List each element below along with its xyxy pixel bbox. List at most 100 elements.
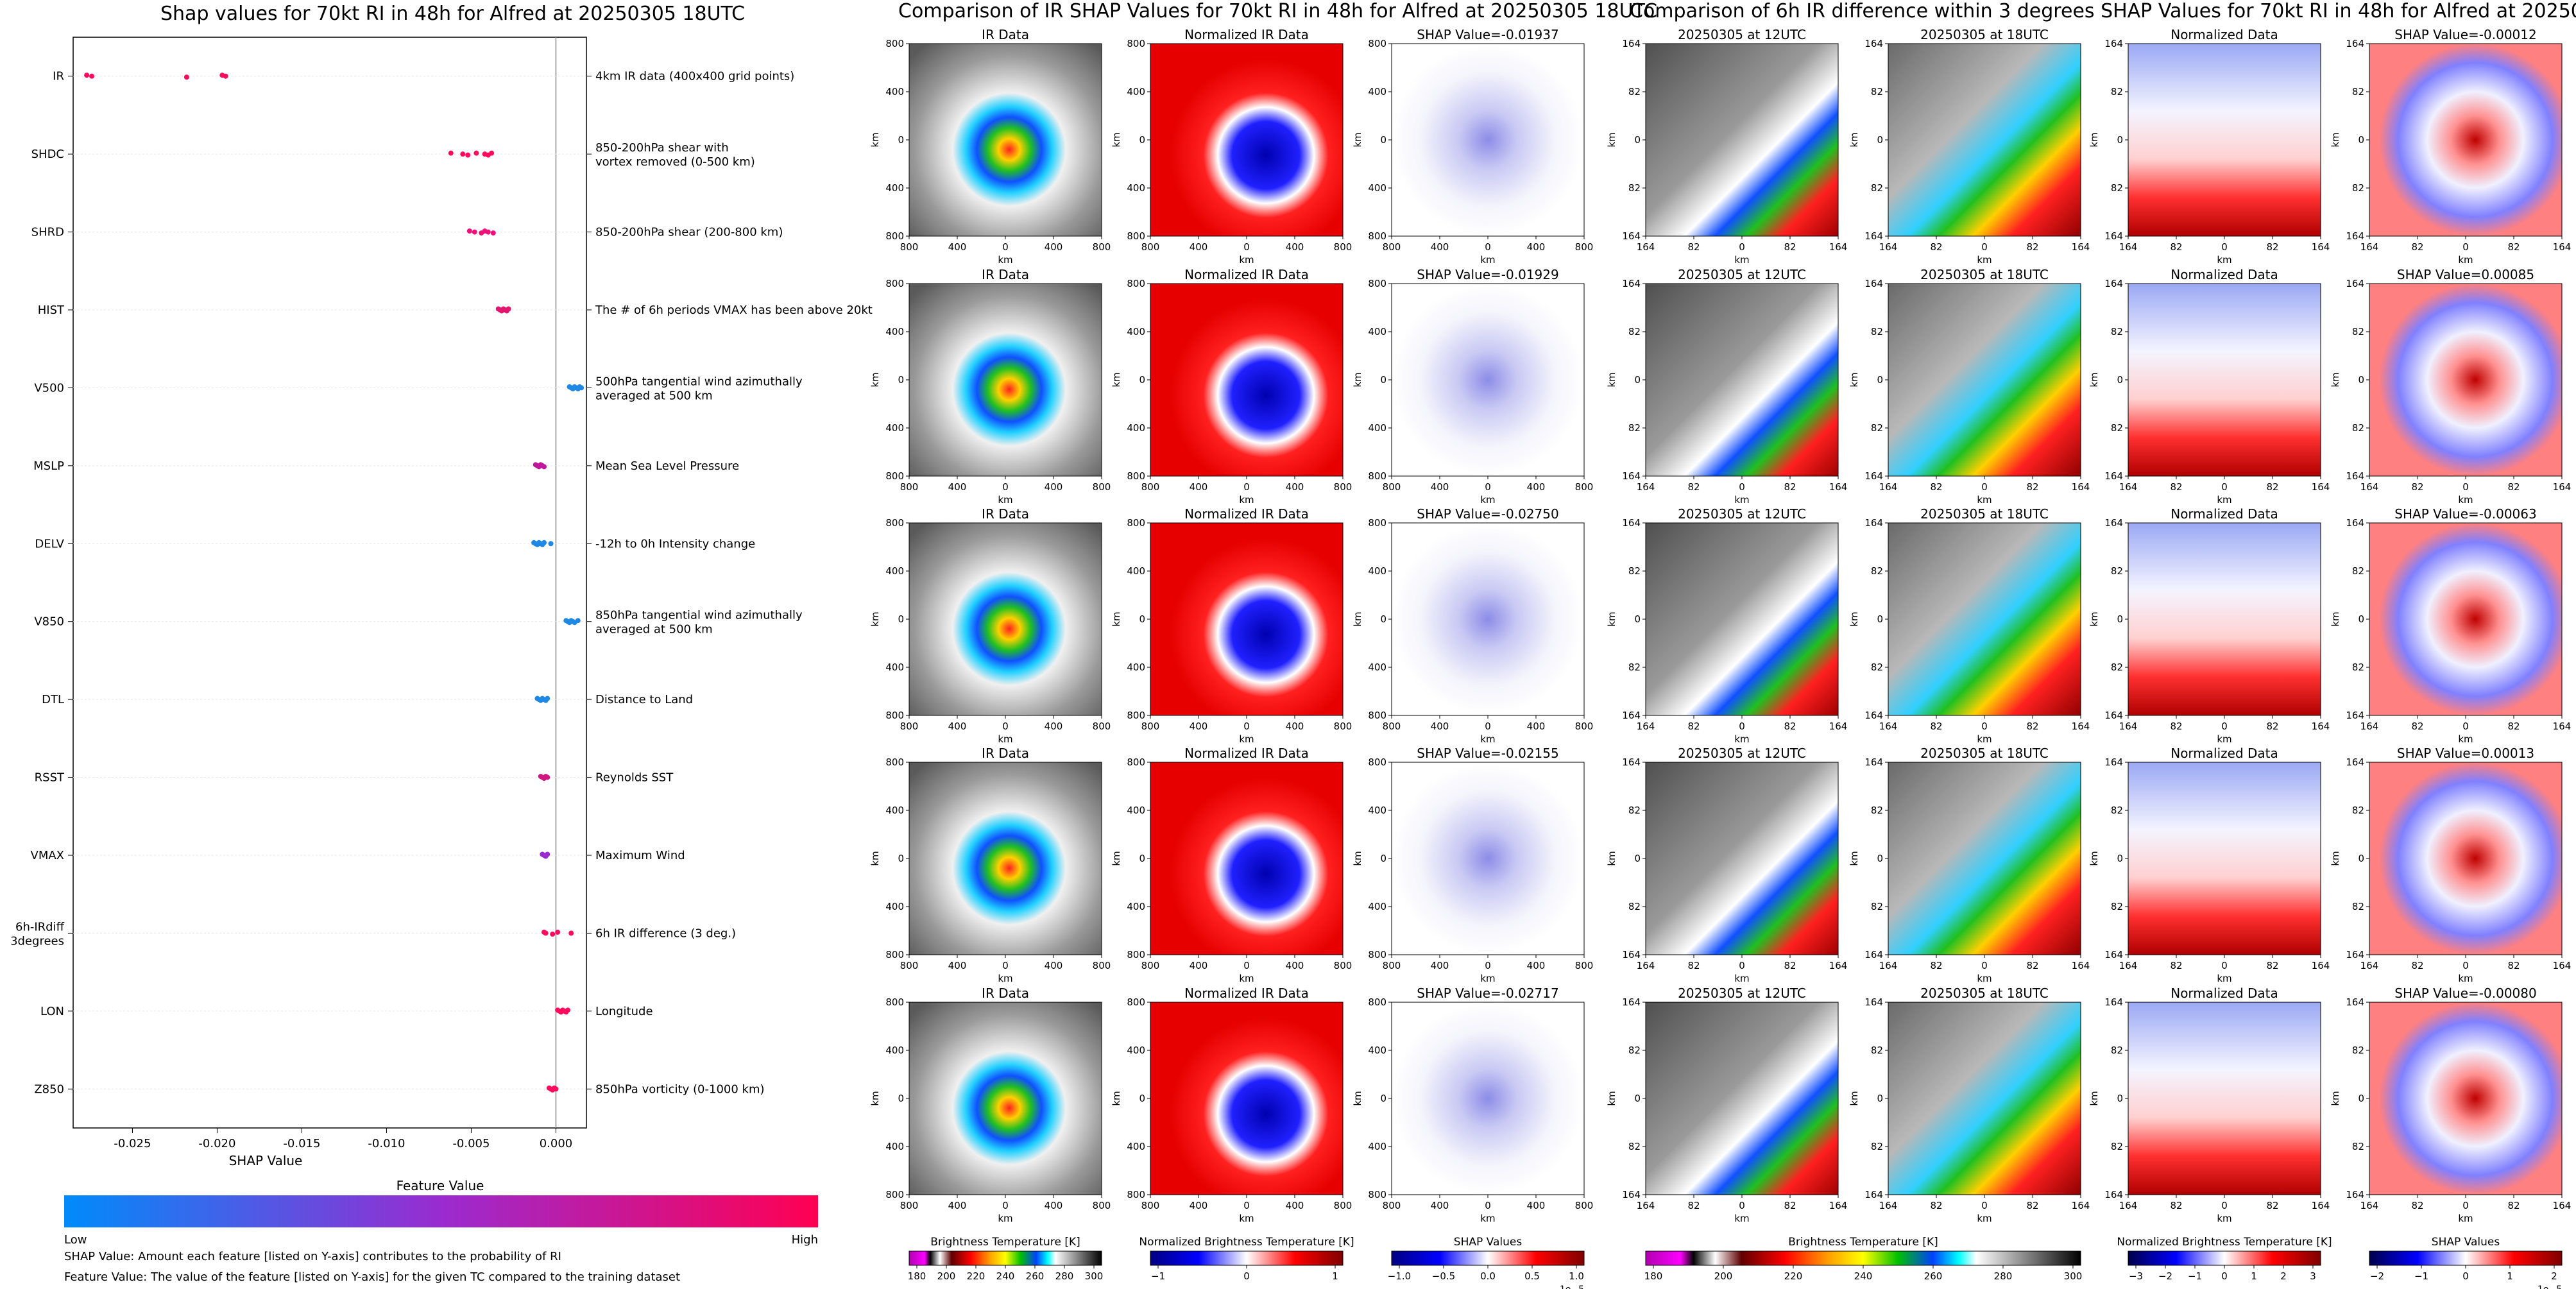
x-tick-label: 0	[1739, 960, 1745, 971]
y-tick-label: 0	[1380, 613, 1386, 625]
colorbar-tick-label: 0	[2462, 1270, 2469, 1282]
y-tick-label: 82	[2352, 1141, 2364, 1152]
y-axis-label: km	[869, 132, 881, 147]
image-panel	[908, 762, 1102, 955]
y-tick-label: 800	[1368, 230, 1386, 242]
x-tick-label: 82	[1784, 241, 1796, 253]
colorbar-tick-label: 1	[2507, 1270, 2513, 1282]
x-tick-label: 164	[1879, 721, 1898, 732]
x-tick-label: 0	[1002, 1200, 1009, 1211]
y-tick-label: 400	[1368, 805, 1386, 816]
x-tick-label: 0	[1739, 1200, 1745, 1211]
y-axis-label: km	[1352, 372, 1363, 387]
y-tick-label: 800	[885, 517, 904, 529]
y-tick-label: 0	[1380, 853, 1386, 864]
colorbar-title: Feature Value	[397, 1178, 484, 1193]
y-tick-label: 82	[2111, 1141, 2123, 1152]
x-tick-label: 800	[1093, 241, 1111, 253]
feature-description: 850-200hPa shear (200-800 km)	[595, 226, 783, 239]
panel-title: Normalized Data	[2171, 746, 2278, 761]
colorbar-tick-label: 2	[2280, 1270, 2287, 1282]
x-tick-label: 164	[2360, 481, 2379, 493]
x-tick-label: 164	[2072, 241, 2090, 253]
y-axis-label: km	[2088, 372, 2100, 387]
y-axis-label: km	[1111, 132, 1122, 147]
panel-title: SHAP Value=0.00013	[2397, 746, 2534, 761]
x-tick-label: 164	[1829, 481, 1848, 493]
colorbar-label: Normalized Brightness Temperature [K]	[1139, 1236, 1354, 1249]
y-tick-label: 400	[1368, 1045, 1386, 1056]
x-axis-label: km	[2458, 973, 2473, 984]
feature-label: MSLP	[33, 459, 64, 473]
x-tick-label: 800	[1383, 481, 1401, 493]
y-axis-label: km	[869, 1091, 881, 1105]
x-tick-label: 164	[2119, 481, 2138, 493]
y-tick-label: 82	[1871, 901, 1883, 912]
middle-title: Comparison of IR SHAP Values for 70kt RI…	[898, 0, 1658, 22]
y-tick-label: 82	[2111, 662, 2123, 673]
x-tick-label: 400	[948, 721, 967, 732]
panel-title: 20250305 at 18UTC	[1920, 746, 2049, 761]
x-tick-label: 800	[1141, 241, 1160, 253]
y-tick-label: 800	[1127, 230, 1145, 242]
x-tick-label: 0	[1485, 721, 1491, 732]
image-panel	[1645, 43, 1839, 237]
x-tick-label: 800	[1093, 481, 1111, 493]
y-tick-label: 164	[2346, 230, 2364, 242]
x-axis-label: km	[2458, 254, 2473, 266]
colorbar-tick-label: 1	[1332, 1270, 1338, 1282]
y-tick-label: 400	[1127, 326, 1145, 337]
x-tick-label: 400	[1045, 1200, 1063, 1211]
feature-label: VMAX	[31, 849, 65, 862]
image-panel	[1150, 762, 1343, 955]
y-tick-label: 0	[1877, 613, 1883, 625]
x-tick-label: 164	[1879, 960, 1898, 971]
x-tick-label: 0	[1243, 241, 1250, 253]
y-tick-label: 800	[1368, 996, 1386, 1008]
feature-description: 6h IR difference (3 deg.)	[595, 926, 736, 940]
colorbar-tick-label: 280	[1994, 1270, 2013, 1282]
feature-label: HIST	[38, 303, 65, 317]
colorbar-tick-label: 240	[996, 1270, 1015, 1282]
colorbar-tick-label: 220	[967, 1270, 985, 1282]
shap-point	[485, 229, 491, 235]
y-tick-label: 164	[1864, 756, 1883, 768]
x-tick-label: 82	[2026, 960, 2038, 971]
y-tick-label: 0	[2358, 853, 2364, 864]
x-tick-label: 82	[1687, 241, 1700, 253]
y-tick-label: 164	[2104, 1189, 2123, 1200]
x-tick-label: 0	[1243, 481, 1250, 493]
x-axis-label: km	[1734, 973, 1749, 984]
y-tick-label: 164	[1622, 278, 1641, 289]
y-tick-label: 800	[885, 470, 904, 482]
panel-title: 20250305 at 12UTC	[1678, 746, 1806, 761]
y-tick-label: 82	[1871, 662, 1883, 673]
x-tick-label: 800	[1141, 1200, 1160, 1211]
y-axis-label: km	[1848, 851, 1860, 866]
image-panel	[2369, 1002, 2563, 1195]
feature-description: Mean Sea Level Pressure	[595, 459, 739, 473]
x-axis-label: km	[1977, 494, 1992, 506]
colorbar-label: Brightness Temperature [K]	[930, 1236, 1080, 1249]
x-tick-label: 400	[948, 241, 967, 253]
x-axis-label: km	[1239, 1213, 1254, 1224]
x-tick-label: 164	[2312, 241, 2330, 253]
shap-point	[545, 774, 550, 780]
y-tick-label: 800	[885, 1189, 904, 1200]
x-tick-label: 0	[1981, 721, 1988, 732]
y-tick-label: 0	[898, 1093, 904, 1104]
colorbar-tick-label: 0.5	[1524, 1270, 1540, 1282]
x-tick-label: 164	[2072, 1200, 2090, 1211]
y-tick-label: 400	[885, 326, 904, 337]
x-tick-label: 164	[1879, 1200, 1898, 1211]
x-tick-label: 82	[2026, 241, 2038, 253]
y-tick-label: 164	[2104, 230, 2123, 242]
y-tick-label: 164	[1864, 949, 1883, 960]
x-tick-label: 400	[948, 1200, 967, 1211]
x-tick-label: 82	[1784, 481, 1796, 493]
shap-point	[89, 73, 95, 79]
x-axis-label: km	[1977, 973, 1992, 984]
x-axis-label: km	[2458, 1213, 2473, 1224]
y-tick-label: 0	[1634, 134, 1641, 146]
